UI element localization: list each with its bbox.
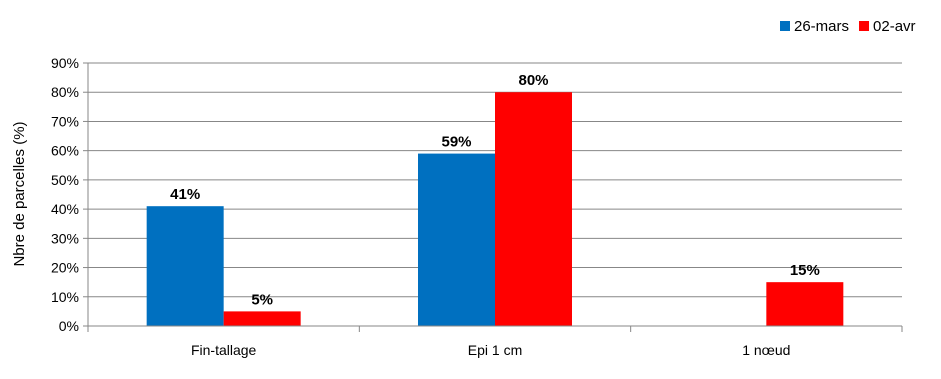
y-tick-label: 60% bbox=[51, 143, 79, 159]
legend-swatch bbox=[780, 21, 790, 31]
x-tick-label: 1 nœud bbox=[742, 342, 790, 358]
y-tick-label: 40% bbox=[51, 201, 79, 217]
data-label: 80% bbox=[518, 72, 548, 89]
legend-label: 02-avr bbox=[873, 18, 916, 35]
data-label: 59% bbox=[441, 134, 471, 151]
bar bbox=[146, 206, 224, 326]
y-tick-label: 10% bbox=[51, 289, 79, 305]
y-tick-label: 70% bbox=[51, 113, 79, 129]
y-tick-label: 50% bbox=[51, 172, 79, 188]
data-label: 41% bbox=[170, 186, 200, 203]
x-tick-label: Fin-tallage bbox=[191, 342, 257, 358]
legend-label: 26-mars bbox=[794, 18, 849, 35]
y-tick-label: 80% bbox=[51, 84, 79, 100]
data-label: 5% bbox=[251, 291, 273, 308]
data-label: 15% bbox=[790, 262, 820, 279]
legend-swatch bbox=[859, 21, 870, 31]
axes bbox=[83, 62, 903, 332]
y-tick-label: 20% bbox=[51, 260, 79, 276]
bar bbox=[766, 282, 844, 326]
bar bbox=[223, 311, 301, 326]
y-tick-label: 30% bbox=[51, 230, 79, 246]
labels: 0% 10% 20% 30% 40% 50% 60% 70% 80% 90% 41% 5% Fin-ta… bbox=[51, 55, 820, 358]
x-tick-label: Epi 1 cm bbox=[468, 342, 522, 358]
y-axis-title: Nbre de parcelles (%) bbox=[11, 121, 28, 266]
legend: 26-mars 02-avr bbox=[780, 18, 916, 35]
bar bbox=[495, 92, 572, 326]
bars bbox=[146, 92, 844, 326]
y-tick-label: 0% bbox=[59, 318, 79, 334]
y-tick-label: 90% bbox=[51, 55, 79, 71]
bar bbox=[418, 153, 495, 326]
